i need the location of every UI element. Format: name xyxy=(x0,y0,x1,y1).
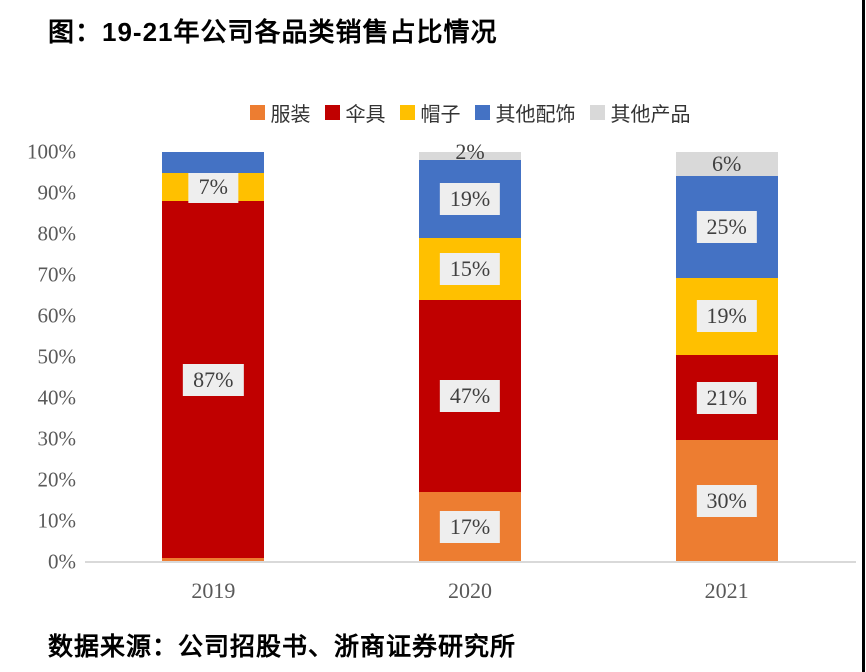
legend-item: 帽子 xyxy=(399,98,461,127)
legend-label: 帽子 xyxy=(420,104,461,126)
legend-label: 其他配饰 xyxy=(495,104,576,126)
y-axis-tick-label: 70% xyxy=(37,262,77,287)
data-source-note: 数据来源：公司招股书、浙商证券研究所 xyxy=(48,633,517,661)
y-axis-tick-label: 30% xyxy=(37,426,77,451)
legend-item: 服装 xyxy=(249,98,311,127)
data-label: 21% xyxy=(696,381,757,414)
chart-legend: 服装 伞具 帽子 其他配饰 其他产品 xyxy=(85,98,855,127)
data-label: 87% xyxy=(183,363,244,396)
y-axis-tick-label: 90% xyxy=(37,180,77,205)
bar-segment xyxy=(675,152,778,177)
data-label: 7% xyxy=(188,170,238,203)
data-label: 2% xyxy=(455,139,485,164)
legend-label: 服装 xyxy=(270,104,311,126)
data-label: 30% xyxy=(696,485,757,518)
legend-item: 伞具 xyxy=(324,98,386,127)
data-label: 47% xyxy=(439,379,501,412)
y-axis-tick-label: 100% xyxy=(27,139,76,164)
y-axis-tick-label: 80% xyxy=(37,221,77,246)
legend-swatch-icon xyxy=(399,105,415,120)
page-title: 图：19-21年公司各品类销售占比情况 xyxy=(48,17,498,47)
y-axis-tick-label: 20% xyxy=(37,467,77,492)
legend-swatch-icon xyxy=(474,105,490,120)
x-axis-tick-label: 2020 xyxy=(448,578,492,603)
y-axis-tick-label: 10% xyxy=(37,508,77,533)
bar-segment xyxy=(419,152,521,161)
legend-label: 伞具 xyxy=(345,104,386,126)
x-axis-tick-label: 2021 xyxy=(704,578,749,603)
bar-segment xyxy=(162,557,265,562)
data-label: 17% xyxy=(439,511,501,544)
legend-label: 其他产品 xyxy=(610,104,691,126)
legend-swatch-icon xyxy=(589,105,605,120)
data-label: 19% xyxy=(439,183,501,216)
y-axis-tick-label: 50% xyxy=(37,344,77,369)
panel-right-border xyxy=(862,0,865,672)
x-axis-tick-label: 2019 xyxy=(191,578,236,603)
bar-segment xyxy=(162,152,265,173)
y-axis-tick-label: 0% xyxy=(48,549,76,574)
x-axis-line xyxy=(85,561,856,563)
data-label: 15% xyxy=(439,252,501,285)
y-axis-tick-label: 40% xyxy=(37,385,77,410)
legend-item: 其他产品 xyxy=(589,98,691,127)
legend-item: 其他配饰 xyxy=(474,98,576,127)
legend-swatch-icon xyxy=(249,105,265,120)
legend-swatch-icon xyxy=(324,105,340,120)
data-label: 19% xyxy=(696,300,757,333)
data-label: 25% xyxy=(696,211,757,244)
y-axis-tick-label: 60% xyxy=(37,303,77,328)
data-label: 6% xyxy=(711,151,742,177)
